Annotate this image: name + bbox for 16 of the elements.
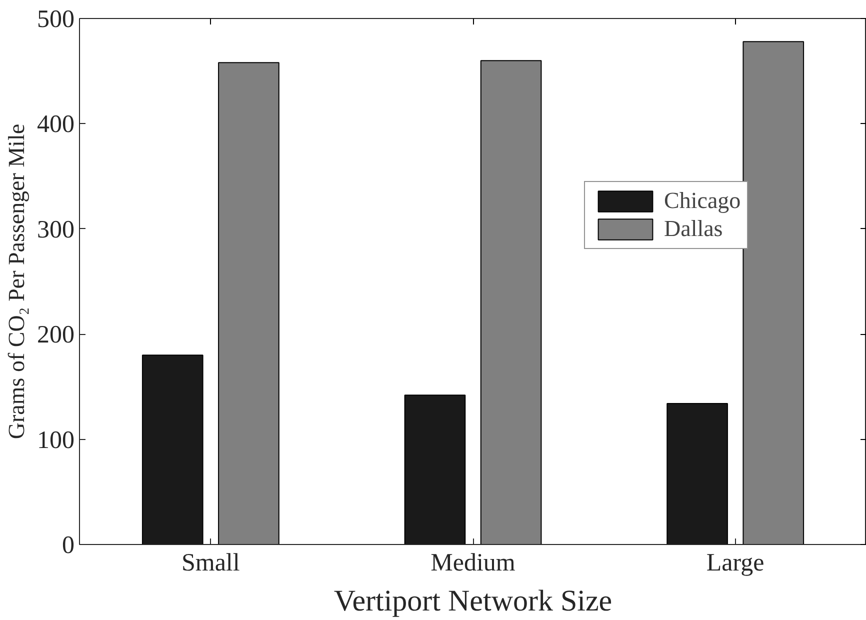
y-tick-label: 0 <box>62 532 74 559</box>
legend-label: Chicago <box>664 188 741 214</box>
y-tick-label: 300 <box>37 216 74 244</box>
bar <box>742 41 804 544</box>
x-tick-label: Medium <box>430 550 516 576</box>
y-tick-label: 100 <box>37 426 74 454</box>
y-axis-title: Grams of CO₂ Per Passenger Mile <box>4 124 29 440</box>
x-tick-label: Small <box>182 550 240 576</box>
x-tick-label: Large <box>706 550 764 576</box>
y-tick-label: 400 <box>37 111 74 138</box>
y-tick-label: 500 <box>37 6 74 33</box>
bar <box>480 60 542 544</box>
x-axis-title: Vertiport Network Size <box>334 584 612 618</box>
legend-label: Dallas <box>664 216 723 242</box>
bar <box>218 62 280 544</box>
y-tick-label: 200 <box>37 322 74 349</box>
